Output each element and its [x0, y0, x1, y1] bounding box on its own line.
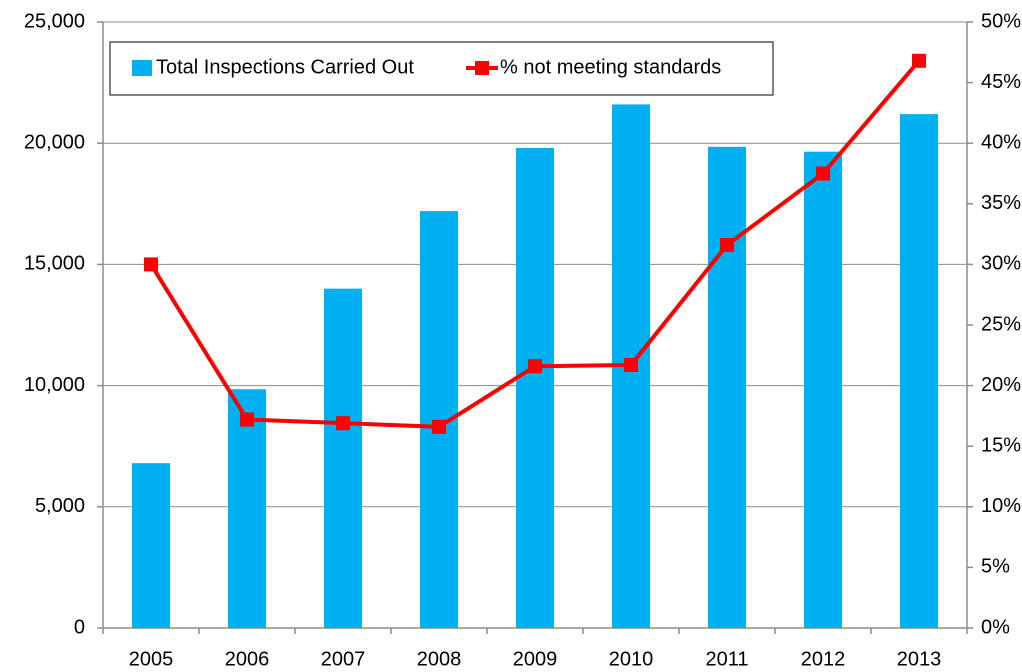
y2-tick-label: 50% [981, 10, 1021, 32]
bar [516, 148, 554, 628]
x-tick-label: 2009 [513, 648, 558, 670]
y2-tick-label: 0% [981, 616, 1010, 638]
y-tick-label: 10,000 [24, 374, 85, 396]
bar [708, 146, 746, 628]
y2-tick-label: 30% [981, 253, 1021, 275]
y-tick-label: 25,000 [24, 10, 85, 32]
marker [720, 238, 734, 253]
y-tick-label: 20,000 [24, 131, 85, 153]
bar [324, 288, 362, 628]
legend-swatch [475, 61, 489, 75]
bar [228, 389, 266, 628]
x-tick-label: 2008 [417, 648, 462, 670]
legend-label: Total Inspections Carried Out [156, 56, 414, 78]
x-tick-label: 2010 [609, 648, 654, 670]
marker [336, 416, 350, 431]
bar [804, 151, 842, 628]
x-tick-label: 2006 [225, 648, 270, 670]
marker [240, 412, 254, 427]
y-tick-label: 5,000 [35, 495, 85, 517]
x-tick-label: 2011 [705, 648, 748, 670]
y2-tick-label: 45% [981, 71, 1021, 93]
y-tick-label: 15,000 [24, 253, 85, 275]
bar [900, 114, 938, 628]
marker [816, 166, 830, 181]
marker [528, 359, 542, 374]
y2-tick-label: 20% [981, 374, 1021, 396]
x-tick-label: 2013 [897, 648, 942, 670]
x-tick-label: 2007 [321, 648, 366, 670]
y2-tick-label: 25% [981, 313, 1021, 335]
y-tick-label: 0 [74, 616, 85, 638]
y2-tick-label: 40% [981, 131, 1021, 153]
legend-label: % not meeting standards [500, 56, 721, 78]
y2-tick-label: 15% [981, 434, 1021, 456]
x-tick-label: 2005 [129, 648, 174, 670]
legend-swatch [132, 60, 152, 76]
marker [144, 257, 158, 272]
marker [624, 357, 638, 372]
y2-tick-label: 35% [981, 192, 1021, 214]
legend [109, 41, 774, 96]
marker [432, 419, 446, 434]
marker [912, 53, 926, 68]
y2-tick-label: 5% [981, 556, 1010, 578]
y2-tick-label: 10% [981, 495, 1021, 517]
x-tick-label: 2012 [801, 648, 846, 670]
bar [132, 463, 170, 628]
